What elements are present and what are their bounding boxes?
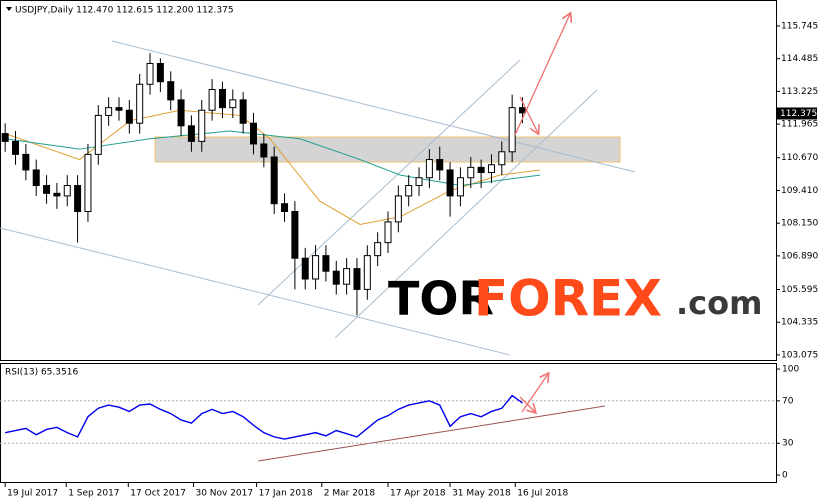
x-tick-label: 17 Jan 2018 [259, 489, 313, 499]
x-tick-label: 16 Jul 2018 [517, 489, 568, 499]
support-zone [154, 136, 621, 163]
y-tick-label: 108.150 [781, 219, 818, 229]
candle-body [156, 63, 164, 83]
candle-body [312, 255, 320, 280]
wm-left: TOR [388, 272, 494, 326]
menu-triangle [6, 7, 12, 11]
y-tick-label: 103.075 [781, 350, 818, 360]
candle-body [136, 83, 144, 124]
x-tick-label: 1 Sep 2017 [68, 489, 119, 499]
rsi-panel [0, 363, 777, 483]
candle-body [498, 151, 506, 166]
candle-body [343, 268, 351, 285]
candle-body [384, 221, 392, 244]
wm-right: .com [676, 284, 762, 322]
candle-body [436, 159, 444, 171]
candle-body [291, 210, 299, 259]
candle-body [508, 107, 516, 153]
candle-body [218, 88, 226, 109]
candle-body [146, 63, 154, 85]
candle-body [53, 192, 61, 197]
y-tick-label: 114.485 [781, 54, 818, 64]
candle-body [477, 166, 485, 174]
candle-body [239, 99, 247, 124]
candle-body [415, 177, 423, 187]
candle-body [22, 153, 30, 171]
candle-body [446, 169, 454, 197]
chart-title: USDJPY,Daily 112.470 112.615 112.200 112… [15, 6, 234, 16]
rsi-line [5, 394, 523, 440]
candle-body [198, 109, 206, 142]
candle-body [63, 185, 71, 197]
candle-body [12, 140, 20, 155]
candle-body [167, 81, 175, 101]
candle-body [519, 107, 527, 114]
candle-body [425, 159, 433, 179]
moving-average [5, 130, 541, 187]
rsi-title: RSI(13) 65.3516 [5, 368, 78, 378]
candle-body [467, 166, 475, 179]
y-tick-label: 111.965 [781, 120, 818, 130]
candle-body [281, 203, 289, 212]
price-panel [0, 0, 777, 361]
candle-body [394, 195, 402, 223]
watermark: TOR FOREX .com [388, 270, 762, 328]
candle-body [43, 185, 51, 194]
candle-body [363, 255, 371, 290]
x-tick-label: 2 Mar 2018 [324, 489, 376, 499]
wm-mid: FOREX [474, 270, 662, 328]
price-tag-label: 112.375 [780, 109, 817, 119]
y-tick-label: 104.335 [781, 318, 818, 328]
candle-body [32, 169, 40, 187]
y-tick-label: 110.670 [781, 153, 818, 163]
x-tick-label: 30 Nov 2017 [195, 489, 253, 499]
y-tick-label: 30 [782, 439, 794, 449]
x-tick-label: 17 Apr 2018 [390, 489, 446, 499]
candle-body [456, 177, 464, 197]
candle-body [125, 109, 133, 124]
candle-body [249, 122, 257, 145]
candle-body [187, 125, 195, 142]
plot: 115.745 114.485 113.225 111.965 110.670 109.4… [0, 21, 818, 499]
forecast-arrows [514, 14, 570, 412]
candle-body [84, 153, 92, 212]
candle-body [1, 133, 9, 142]
candle-body [260, 143, 268, 158]
rsi-trendline [257, 405, 606, 462]
candle-body [322, 255, 330, 272]
y-tick-label: 100 [782, 365, 799, 375]
y-tick-label: 113.225 [781, 87, 818, 97]
candle-body [105, 107, 113, 116]
candle-body [374, 242, 382, 257]
candle-body [353, 268, 361, 290]
y-tick-label: 115.745 [781, 21, 818, 31]
channel-lines [0, 40, 636, 356]
x-tick-label: 17 Oct 2017 [130, 489, 186, 499]
y-tick-label: 109.410 [781, 186, 818, 196]
candle-body [115, 107, 123, 111]
price-tag [777, 107, 817, 120]
candle-body [301, 257, 309, 280]
y-tick-label: 70 [782, 396, 794, 406]
candle-body [74, 185, 82, 212]
candle-body [405, 185, 413, 197]
x-tick-label: 19 Jul 2017 [7, 489, 58, 499]
candle-body [487, 164, 495, 174]
candle-body [332, 270, 340, 285]
candle-body [177, 99, 185, 127]
candle-body [270, 156, 278, 205]
candle-body [229, 99, 237, 109]
x-tick-label: 31 May 2018 [452, 489, 511, 499]
y-tick-label: 0 [782, 471, 788, 481]
y-tick-label: 105.595 [781, 285, 818, 295]
y-tick-label: 106.890 [781, 251, 818, 261]
candle-body [208, 88, 216, 111]
candle-body [94, 114, 102, 155]
